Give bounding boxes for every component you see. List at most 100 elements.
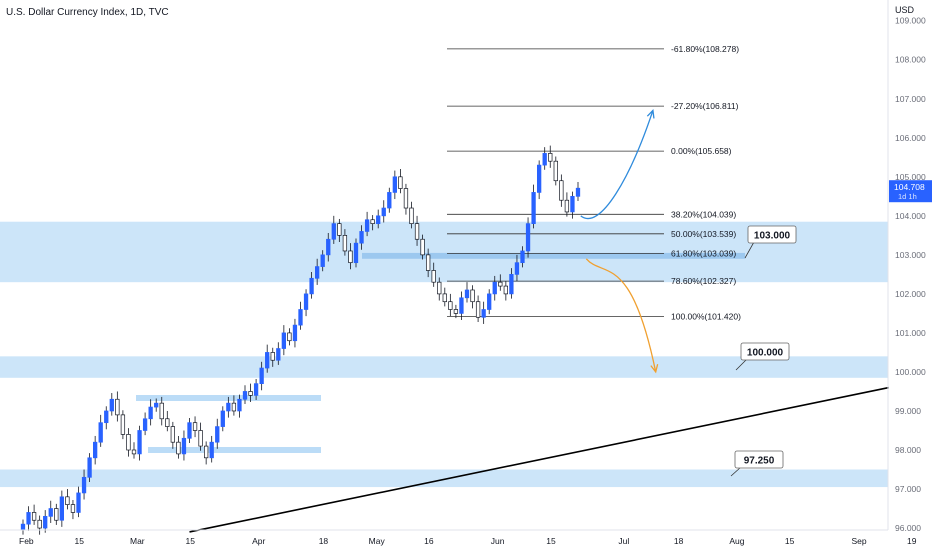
candle [76, 486, 81, 518]
candle-body [115, 398, 120, 416]
candle [120, 410, 126, 440]
x-tick-label: 18 [674, 536, 684, 546]
x-tick-label: 15 [75, 536, 85, 546]
x-tick-label: 15 [546, 536, 556, 546]
price-tag-value: 104.708 [894, 182, 925, 192]
y-tick-label: 108.000 [895, 55, 926, 65]
candle [553, 156, 558, 186]
candle-body [187, 422, 192, 439]
candle-body [320, 254, 325, 267]
candle-body [475, 301, 481, 318]
candle-body [70, 504, 76, 513]
candle-body [26, 512, 31, 525]
candle [459, 291, 464, 321]
x-tick-label: 15 [186, 536, 196, 546]
candle [281, 325, 286, 356]
y-tick-label: 103.000 [895, 250, 926, 260]
candle-body [387, 192, 392, 209]
chart-title: U.S. Dollar Currency Index, 1D, TVC [6, 7, 169, 18]
candle [176, 435, 181, 459]
candle [37, 515, 42, 535]
candle-body [337, 223, 342, 236]
candle-body [370, 219, 375, 224]
candle-body [37, 519, 42, 529]
candle-body [548, 153, 553, 162]
candle [98, 414, 103, 447]
candle [475, 295, 481, 322]
candle [320, 250, 325, 272]
x-tick-label: Sep [852, 536, 867, 546]
candle-body [575, 187, 581, 197]
x-tick-label: 16 [424, 536, 434, 546]
callout-box [740, 342, 790, 361]
callout-pointer [735, 358, 748, 371]
candle-body [87, 457, 92, 478]
candle [181, 430, 187, 461]
candle [342, 229, 348, 256]
candle-body [137, 430, 142, 455]
candle-body [326, 238, 331, 256]
candle-body [453, 309, 459, 314]
fib-label: 78.60%(102.327) [671, 276, 736, 286]
candle-body [398, 176, 403, 189]
candle [398, 169, 403, 194]
fib-label: -61.80%(108.278) [671, 44, 739, 54]
fib-label: 61.80%(103.039) [671, 248, 736, 258]
candle-body [265, 352, 270, 369]
range-box-bottom [148, 447, 321, 453]
candle [376, 209, 381, 229]
candle [142, 412, 148, 436]
candle-body [359, 231, 364, 244]
y-tick-label: 106.000 [895, 133, 926, 143]
support-zone [0, 221, 888, 283]
candle [209, 435, 214, 463]
candle-body [498, 281, 503, 287]
candle-body [564, 199, 570, 213]
candle-body [242, 391, 248, 400]
candle-body [270, 352, 275, 361]
candle [442, 287, 447, 307]
x-tick-label: May [369, 536, 386, 546]
candle [259, 361, 264, 391]
candle-body [392, 176, 397, 193]
candle [48, 500, 53, 523]
price-tag-sub: 1d 1h [898, 192, 917, 201]
candle [54, 503, 59, 525]
candle-body [536, 164, 542, 193]
candle-body [487, 293, 492, 310]
candle-body [287, 332, 292, 342]
candle [170, 421, 176, 449]
candle [503, 281, 508, 301]
candle-body [131, 449, 137, 455]
candle-body [315, 266, 320, 279]
candle-body [159, 402, 164, 420]
candle [148, 399, 153, 426]
candle [198, 422, 203, 451]
candle-body [237, 398, 242, 412]
candle-body [20, 523, 26, 531]
currency-label: USD [895, 5, 915, 15]
fib-label: 38.20%(104.039) [671, 209, 736, 219]
candle [481, 301, 486, 324]
candle [414, 215, 420, 246]
candle [431, 262, 436, 287]
candle-body [492, 281, 497, 295]
candle [187, 417, 192, 443]
candle-body [48, 508, 53, 517]
candle-body [120, 414, 126, 435]
candle-body [259, 367, 264, 385]
y-tick-label: 102.000 [895, 289, 926, 299]
candle [303, 289, 309, 317]
support-zone [0, 356, 888, 378]
y-tick-label: 107.000 [895, 94, 926, 104]
candle [192, 416, 198, 438]
candle [43, 510, 48, 533]
candle [559, 174, 564, 207]
candle-body [231, 402, 237, 412]
candle [81, 469, 87, 500]
candle-body [226, 402, 231, 412]
x-tick-label: Jul [618, 536, 629, 546]
candle [487, 289, 492, 315]
candle-body [442, 293, 447, 303]
